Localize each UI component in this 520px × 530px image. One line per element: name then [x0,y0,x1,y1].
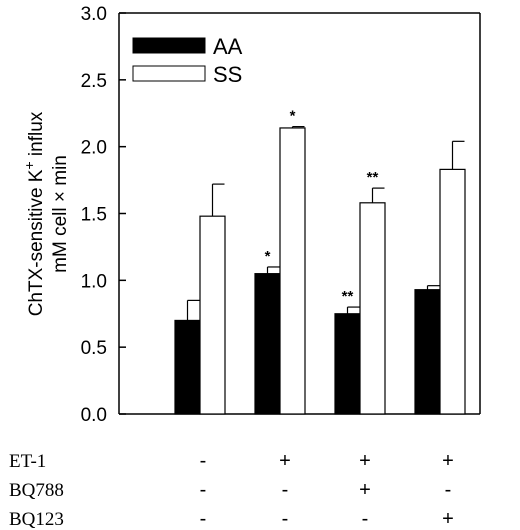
condition-symbol: - [445,479,452,501]
condition-symbol: + [442,508,454,530]
y-tick-label: 2.0 [81,138,107,159]
y-tick-label: 0.5 [81,338,107,359]
y-ticks: 0.0 0.5 1.0 1.5 2.0 2.5 3.0 [81,4,126,426]
bar-ss [439,168,466,415]
svg-text:ChTX-sensitive K+ influx: ChTX-sensitive K+ influx [21,111,47,316]
bar-aa [334,313,361,415]
legend-swatch-aa [132,37,206,54]
condition-symbol: + [442,450,454,472]
y-tick-label: 2.5 [81,71,107,92]
significance-mark: * [290,108,296,125]
condition-label: ET-1 [9,451,46,472]
bar-aa [414,289,441,415]
condition-symbol: - [282,508,289,530]
legend: AA SS [132,34,243,87]
condition-symbol: - [200,479,207,501]
condition-label: BQ123 [9,509,64,530]
legend-swatch-ss [132,65,206,82]
ylabel-sup: + [21,161,37,169]
bar-aa [174,319,201,415]
condition-symbol: - [362,508,369,530]
ylabel-tail: influx [26,111,47,161]
condition-symbol: - [200,508,207,530]
bar-aa [254,273,281,415]
legend-label-aa: AA [213,34,243,59]
condition-symbol: + [359,479,371,501]
bars: ****** [174,108,466,415]
significance-mark: * [265,248,271,265]
y-tick-label: 0.0 [81,405,107,426]
condition-label: BQ788 [9,480,64,501]
significance-mark: ** [342,288,354,305]
y-axis-label: ChTX-sensitive K+ influx mM cell × min [21,111,71,316]
condition-symbol: + [359,450,371,472]
bar-ss [279,127,306,415]
condition-symbol: - [200,450,207,472]
significance-mark: ** [367,169,379,186]
y-tick-label: 1.0 [81,271,107,292]
condition-symbol: + [279,450,291,472]
ylabel-main: ChTX-sensitive K [26,169,47,316]
condition-table: ET-1 - + + + BQ788 - - + - BQ123 - - - + [9,450,454,530]
legend-label-ss: SS [213,62,242,87]
condition-symbol: - [282,479,289,501]
bar-ss [359,202,386,415]
y-tick-label: 1.5 [81,205,107,226]
ylabel-unit: mM cell × min [50,155,71,273]
y-tick-label: 3.0 [81,4,107,25]
bar-ss [199,215,226,415]
